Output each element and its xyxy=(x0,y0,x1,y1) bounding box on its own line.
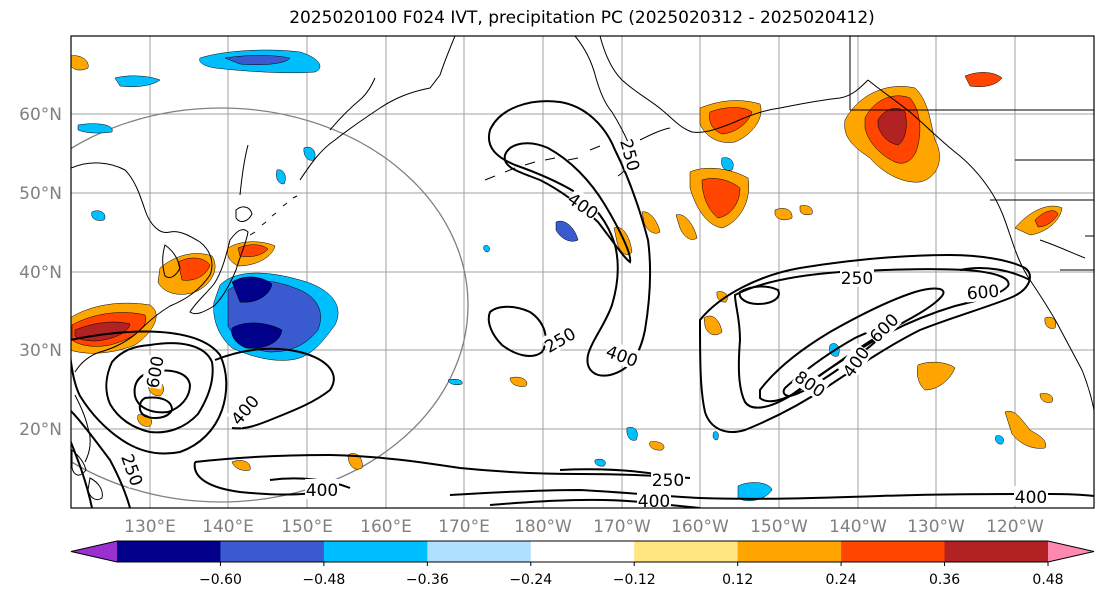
contour-label: 600 xyxy=(143,354,168,389)
contour-label: 250 xyxy=(615,137,643,174)
lat-label: 50°N xyxy=(19,184,62,204)
colorbar-extend-min xyxy=(71,541,117,562)
lat-label: 20°N xyxy=(19,420,62,440)
map-title: 2025020100 F024 IVT, precipitation PC (2… xyxy=(289,8,875,28)
colorbar: −0.60 −0.48 −0.36 −0.24 −0.12 0.12 0.24 0.36 0.4… xyxy=(70,540,1095,588)
colorbar-segment xyxy=(323,541,428,562)
colorbar-tick-label: −0.36 xyxy=(406,572,449,588)
lon-label: 160°E xyxy=(360,517,412,537)
lon-label: 170°W xyxy=(593,517,651,537)
colorbar-segment xyxy=(841,541,946,562)
lat-label: 60°N xyxy=(19,105,62,125)
lon-label: 150°E xyxy=(281,517,333,537)
colorbar-tick-label: −0.12 xyxy=(613,572,656,588)
lon-label: 120°W xyxy=(986,517,1044,537)
region-circle xyxy=(71,107,469,503)
colorbar-segment xyxy=(737,541,842,562)
colorbar-tick-label: −0.48 xyxy=(302,572,345,588)
contour-labels: 250 400 250 400 250 600 xyxy=(116,137,1048,512)
colorbar-tick-label: 0.24 xyxy=(826,572,857,588)
colorbar-segment xyxy=(117,541,221,562)
contour-label: 250 xyxy=(841,269,873,289)
precip-negative xyxy=(77,49,1004,501)
lat-label: 40°N xyxy=(19,263,62,283)
colorbar-extend-max xyxy=(1048,541,1094,562)
colorbar-tick-label: 0.48 xyxy=(1032,572,1063,588)
contour-label: 250 xyxy=(541,324,579,358)
graticule xyxy=(71,36,1094,508)
lon-label: 180°W xyxy=(514,517,572,537)
longitude-labels: 130°E 140°E 150°E 160°E 170°E 180°W 170°… xyxy=(124,517,1044,537)
colorbar-segment xyxy=(634,541,739,562)
lon-label: 130°W xyxy=(907,517,965,537)
colorbar-segment xyxy=(427,541,532,562)
contour-label: 400 xyxy=(1015,488,1047,508)
contour-label: 400 xyxy=(603,342,640,372)
colorbar-segment xyxy=(530,541,635,562)
coastlines xyxy=(71,36,1094,501)
colorbar-tick-label: −0.24 xyxy=(509,572,552,588)
colorbar-tick-label: 0.12 xyxy=(722,572,753,588)
contour-label: 600 xyxy=(966,282,1000,305)
colorbar-tick-label: −0.60 xyxy=(199,572,242,588)
colorbar-segment xyxy=(944,541,1049,562)
lon-label: 160°W xyxy=(671,517,729,537)
colorbar-tick-label: 0.36 xyxy=(929,572,960,588)
contour-label: 250 xyxy=(652,471,684,491)
colorbar-outline xyxy=(70,540,1095,563)
precip-positive xyxy=(71,55,1063,471)
contour-label: 400 xyxy=(306,481,338,501)
lon-label: 150°W xyxy=(750,517,808,537)
lon-label: 140°W xyxy=(829,517,887,537)
map-frame xyxy=(70,35,1095,509)
contour-label: 400 xyxy=(638,492,670,512)
latitude-labels: 60°N 50°N 40°N 30°N 20°N xyxy=(19,105,62,440)
lon-label: 130°E xyxy=(124,517,176,537)
lon-label: 140°E xyxy=(202,517,254,537)
lon-label: 170°E xyxy=(438,517,490,537)
colorbar-segment xyxy=(220,541,325,562)
lat-label: 30°N xyxy=(19,341,62,361)
